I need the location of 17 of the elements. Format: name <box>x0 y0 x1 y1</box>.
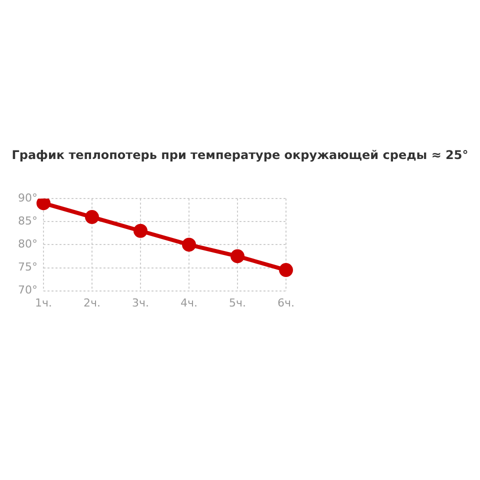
point <box>85 210 99 224</box>
y-tick-label: 80° <box>18 238 38 251</box>
chart-title: График теплопотерь при температуре окружающей среды ≈ 25° <box>10 148 470 162</box>
x-tick-label: 4ч. <box>180 296 198 310</box>
point <box>230 249 244 264</box>
y-tick-label: 70° <box>18 284 38 297</box>
y-tick-label: 85° <box>18 214 38 228</box>
point <box>134 224 148 238</box>
x-tick-label: 2ч. <box>84 296 100 310</box>
x-tick-label: 1ч. <box>34 296 52 310</box>
x-tick-label: 6ч. <box>278 296 294 310</box>
point <box>182 238 196 252</box>
y-tick-label: 90° <box>18 191 38 204</box>
x-tick-label: 3ч. <box>132 296 149 310</box>
y-tick-label: 75° <box>18 260 38 274</box>
x-tick-label: 5ч. <box>229 296 246 310</box>
point <box>279 263 293 278</box>
